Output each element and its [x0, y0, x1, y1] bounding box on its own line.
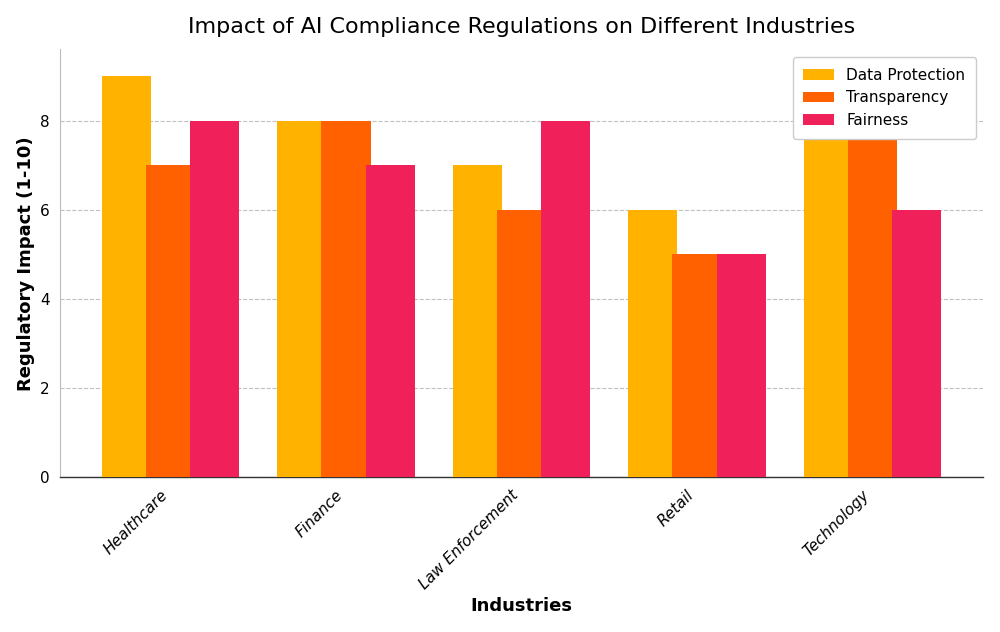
Bar	[848, 76, 897, 477]
Bar	[366, 165, 415, 477]
Bar	[497, 210, 546, 477]
Bar	[277, 121, 326, 477]
Bar	[892, 210, 941, 477]
Bar	[717, 255, 766, 477]
Bar	[321, 121, 371, 477]
Bar	[102, 76, 151, 477]
Bar	[804, 121, 853, 477]
Bar	[453, 165, 502, 477]
Bar	[541, 121, 590, 477]
Bar	[146, 165, 195, 477]
Title: Impact of AI Compliance Regulations on Different Industries: Impact of AI Compliance Regulations on D…	[188, 16, 855, 37]
Legend: Data Protection, Transparency, Fairness: Data Protection, Transparency, Fairness	[793, 57, 976, 138]
Bar	[190, 121, 239, 477]
Bar	[672, 255, 722, 477]
Y-axis label: Regulatory Impact (1-10): Regulatory Impact (1-10)	[17, 136, 35, 391]
Bar	[628, 210, 677, 477]
X-axis label: Industries: Industries	[471, 597, 573, 616]
